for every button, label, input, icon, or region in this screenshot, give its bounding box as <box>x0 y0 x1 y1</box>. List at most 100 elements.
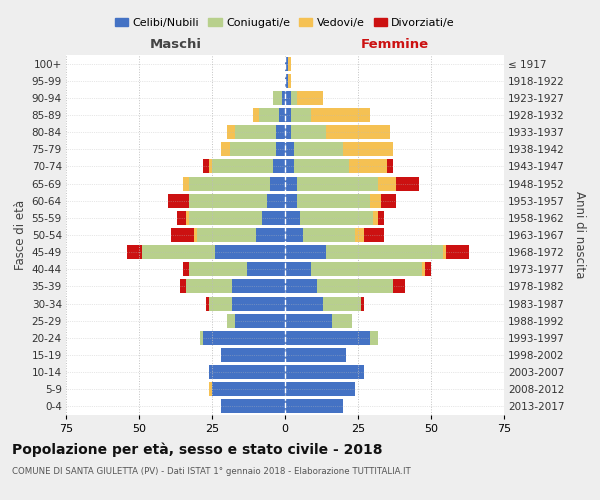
Bar <box>285 160 294 173</box>
Bar <box>285 176 296 190</box>
Text: Popolazione per età, sesso e stato civile - 2018: Popolazione per età, sesso e stato civil… <box>12 442 383 457</box>
Bar <box>285 400 343 413</box>
Bar <box>212 160 274 173</box>
Bar <box>256 228 285 242</box>
Bar <box>188 262 247 276</box>
Bar <box>262 211 285 225</box>
Bar <box>370 194 382 207</box>
Bar <box>288 56 291 70</box>
Legend: Celibi/Nubili, Coniugati/e, Vedovi/e, Divorziati/e: Celibi/Nubili, Coniugati/e, Vedovi/e, Di… <box>110 14 460 32</box>
Bar <box>200 331 203 345</box>
Bar <box>279 108 285 122</box>
Bar <box>311 262 422 276</box>
Bar <box>379 211 384 225</box>
Bar <box>285 228 302 242</box>
Bar <box>382 194 396 207</box>
Bar <box>285 280 317 293</box>
Bar <box>285 142 294 156</box>
Bar <box>276 142 285 156</box>
Bar <box>422 262 425 276</box>
Bar <box>285 365 364 379</box>
Bar <box>194 228 197 242</box>
Bar <box>291 125 326 139</box>
Bar <box>446 245 469 259</box>
Bar <box>274 160 285 173</box>
Bar <box>209 296 232 310</box>
Bar <box>209 160 212 173</box>
Bar <box>183 176 188 190</box>
Bar <box>294 160 349 173</box>
Bar <box>127 245 142 259</box>
Bar <box>221 348 285 362</box>
Bar <box>364 228 384 242</box>
Bar <box>186 280 232 293</box>
Text: Femmine: Femmine <box>361 38 428 51</box>
Bar <box>235 314 285 328</box>
Bar <box>285 348 346 362</box>
Bar <box>373 211 379 225</box>
Bar <box>180 280 186 293</box>
Bar <box>285 245 326 259</box>
Bar <box>285 108 291 122</box>
Bar <box>227 125 235 139</box>
Bar <box>188 176 271 190</box>
Bar <box>186 211 188 225</box>
Bar <box>215 245 285 259</box>
Bar <box>212 382 285 396</box>
Bar <box>230 142 276 156</box>
Bar <box>183 262 188 276</box>
Bar <box>387 160 393 173</box>
Bar <box>299 211 373 225</box>
Bar <box>206 296 209 310</box>
Bar <box>393 280 405 293</box>
Bar <box>209 382 212 396</box>
Bar <box>232 296 285 310</box>
Bar <box>285 296 323 310</box>
Bar <box>291 91 296 105</box>
Bar <box>332 314 352 328</box>
Y-axis label: Fasce di età: Fasce di età <box>14 200 28 270</box>
Bar <box>425 262 431 276</box>
Bar <box>253 108 259 122</box>
Bar <box>296 194 370 207</box>
Bar <box>285 262 311 276</box>
Bar <box>326 125 390 139</box>
Bar <box>142 245 215 259</box>
Bar <box>276 125 285 139</box>
Bar <box>323 296 361 310</box>
Bar <box>296 176 379 190</box>
Bar <box>177 211 186 225</box>
Bar <box>274 91 282 105</box>
Bar <box>285 211 299 225</box>
Bar <box>271 176 285 190</box>
Text: Maschi: Maschi <box>149 38 202 51</box>
Bar <box>232 280 285 293</box>
Bar <box>291 108 311 122</box>
Bar <box>285 382 355 396</box>
Bar <box>326 245 443 259</box>
Bar <box>285 56 288 70</box>
Bar <box>302 228 355 242</box>
Bar <box>268 194 285 207</box>
Bar <box>285 194 296 207</box>
Bar <box>294 142 343 156</box>
Bar <box>168 194 188 207</box>
Bar <box>188 211 262 225</box>
Bar <box>203 160 209 173</box>
Bar <box>443 245 446 259</box>
Bar <box>247 262 285 276</box>
Bar <box>355 228 364 242</box>
Text: COMUNE DI SANTA GIULETTA (PV) - Dati ISTAT 1° gennaio 2018 - Elaborazione TUTTIT: COMUNE DI SANTA GIULETTA (PV) - Dati IST… <box>12 468 411 476</box>
Y-axis label: Anni di nascita: Anni di nascita <box>573 192 586 278</box>
Bar <box>209 365 285 379</box>
Bar <box>349 160 387 173</box>
Bar <box>361 296 364 310</box>
Bar <box>288 74 291 88</box>
Bar <box>221 142 230 156</box>
Bar <box>221 400 285 413</box>
Bar <box>227 314 235 328</box>
Bar <box>285 314 332 328</box>
Bar <box>171 228 194 242</box>
Bar <box>285 331 370 345</box>
Bar <box>197 228 256 242</box>
